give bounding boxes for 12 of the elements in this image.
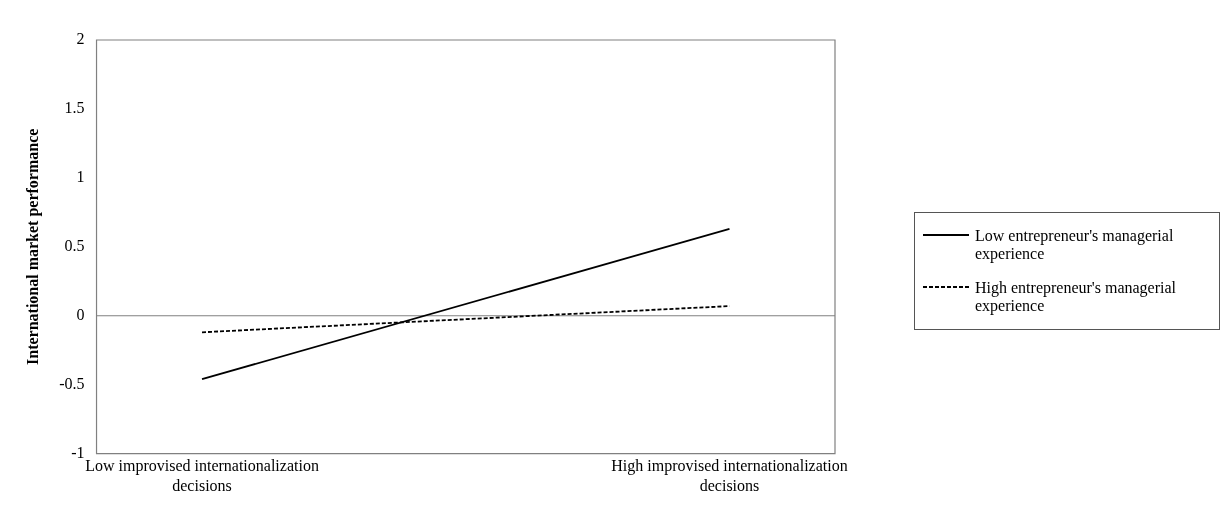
legend-label: Low entrepreneur's managerial experience <box>975 227 1175 263</box>
y-tick-label: 0 <box>76 305 85 323</box>
x-tick-label: High improvised internationalization decisions <box>611 457 848 494</box>
y-tick-label: -0.5 <box>59 374 85 392</box>
y-axis-title: International market performance <box>23 128 42 365</box>
legend-label: High entrepreneur's managerial experience <box>975 279 1177 315</box>
y-tick-label: 2 <box>76 30 85 48</box>
y-tick-label: 1.5 <box>64 99 85 117</box>
y-tick-label: -1 <box>71 443 85 461</box>
x-tick-label: Low improvised internationalization decisions <box>85 457 319 494</box>
y-tick-label: 1 <box>76 168 85 186</box>
y-tick-label: 0.5 <box>64 237 85 254</box>
